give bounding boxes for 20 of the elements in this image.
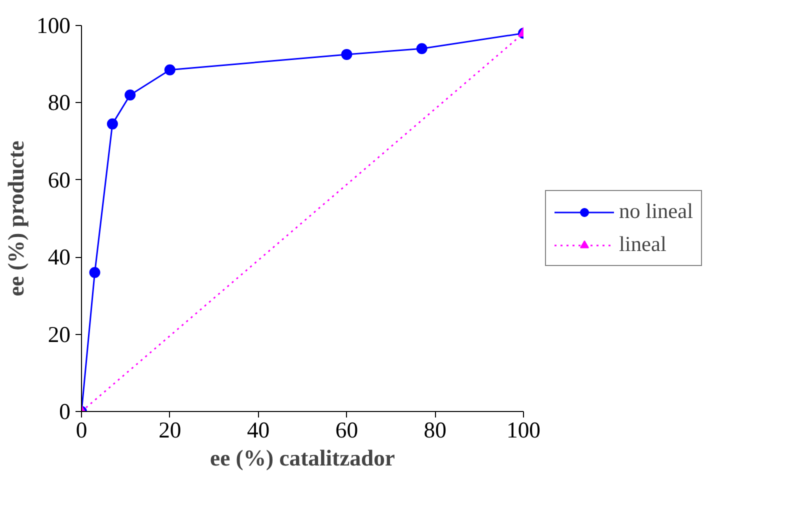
- point: [124, 89, 136, 100]
- y-tick-label: 40: [48, 244, 70, 270]
- y-tick-label: 20: [48, 322, 70, 347]
- x-tick-label: 40: [246, 418, 270, 442]
- legend-label: no lineal: [619, 199, 694, 224]
- x-axis-title: ee (%) catalitzador: [210, 446, 395, 470]
- point: [341, 48, 352, 60]
- y-axis-title: ee (%) producte: [4, 140, 29, 296]
- y-tick-label: 100: [36, 13, 70, 38]
- x-tick-label: 60: [335, 418, 358, 442]
- legend-label: lineal: [619, 232, 666, 257]
- x-tick-label: 100: [506, 418, 540, 442]
- y-tick-label: 80: [48, 90, 70, 116]
- point: [164, 64, 176, 76]
- x-tick-label: 20: [158, 418, 182, 442]
- point: [416, 43, 428, 54]
- x-tick-label: 80: [424, 418, 446, 442]
- y-tick-label: 60: [48, 167, 70, 192]
- y-tick-label: 0: [59, 399, 70, 424]
- x-tick-label: 0: [76, 418, 88, 442]
